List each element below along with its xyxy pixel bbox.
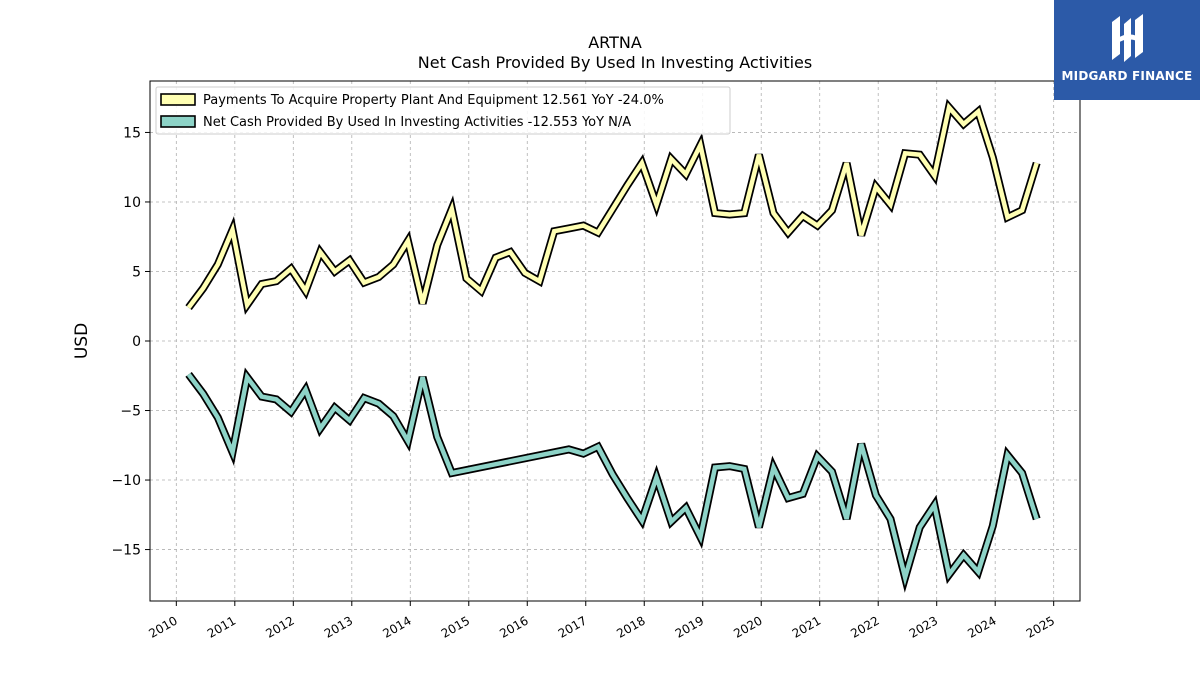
x-tick-label: 2013 [322,613,355,640]
x-tick-label: 2020 [731,613,764,640]
series-payments-ppe [185,98,1041,315]
y-tick-label: 5 [132,264,141,280]
x-tick-label: 2022 [848,613,881,640]
series-line [186,371,1039,587]
legend-swatch-net-cash [160,115,196,128]
y-tick-label: −15 [111,543,141,559]
y-tick-label: −5 [120,404,141,420]
x-tick-label: 2017 [556,613,589,640]
chart-title: ARTNA [588,33,642,52]
legend-label-payments: Payments To Acquire Property Plant And E… [203,93,664,108]
series-net-cash-investing [185,367,1041,593]
series-line [186,102,1039,311]
y-tick-label: 15 [123,125,141,141]
legend-swatch-payments [160,93,196,106]
y-tick-label: −10 [111,473,141,489]
legend-box [155,86,731,135]
x-tick-label: 2010 [146,613,179,640]
midgard-finance-logo: MIDGARD FINANCE [1054,0,1200,100]
legend: Payments To Acquire Property Plant And E… [155,86,731,135]
brand-name: MIDGARD FINANCE [1061,69,1193,83]
x-tick-label: 2019 [673,613,706,640]
y-axis: 15 10 5 0 −5 −10 −15 [111,125,150,559]
x-tick-label: 2021 [790,613,823,640]
x-tick-label: 2014 [380,613,413,640]
y-tick-label: 10 [123,195,141,211]
midgard-logo-icon [1112,14,1143,62]
x-axis: 2010 2011 2012 2013 2014 2015 2016 2017 2018 2019… [146,601,1057,641]
chart-subtitle: Net Cash Provided By Used In Investing A… [418,53,812,72]
x-tick-label: 2016 [497,613,530,640]
x-tick-label: 2023 [907,613,940,640]
y-axis-label: USD [72,323,92,359]
x-tick-label: 2015 [439,613,472,640]
series-layer [185,98,1041,593]
x-tick-label: 2012 [263,613,296,640]
y-tick-label: 0 [132,334,141,350]
x-tick-label: 2024 [965,613,998,640]
x-tick-label: 2025 [1024,613,1057,640]
x-tick-label: 2018 [614,613,647,640]
legend-label-net-cash: Net Cash Provided By Used In Investing A… [203,115,631,130]
x-tick-label: 2011 [205,613,238,640]
